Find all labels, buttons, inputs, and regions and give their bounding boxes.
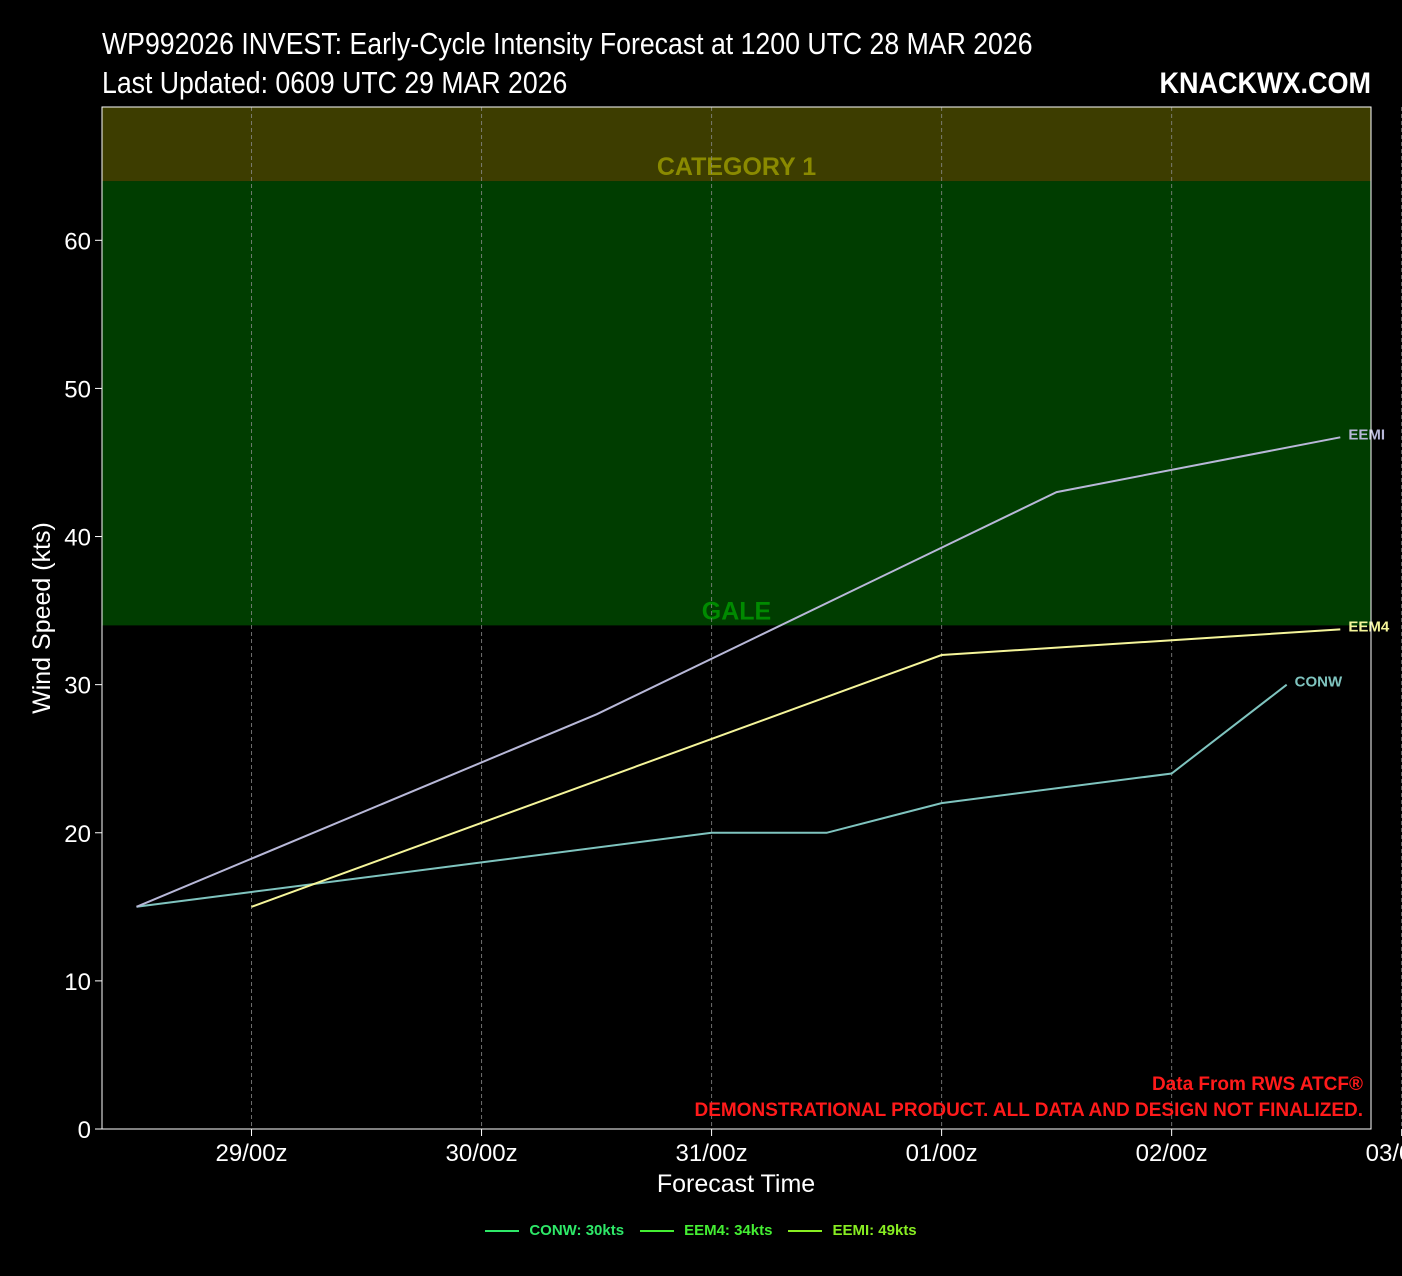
series-end-label-eemi: EEMI xyxy=(1348,426,1385,443)
band-label: GALE xyxy=(702,597,771,625)
intensity-chart: GALE CATEGORY 1 CONW EEM4 EEMI 0 10 20 30 40 50 6… xyxy=(28,106,1402,1198)
intensity-bands: GALE CATEGORY 1 xyxy=(102,107,1371,625)
series-line-eemi xyxy=(136,436,1341,908)
brand-logo-text[interactable]: KNACKWX.COM xyxy=(1159,67,1371,100)
series-line-conw xyxy=(136,683,1288,908)
y-tick-label: 20 xyxy=(64,821,91,848)
x-tick-label: 03/00z xyxy=(1366,1140,1402,1167)
x-tick-label: 30/00z xyxy=(446,1140,518,1167)
x-tick-label: 01/00z xyxy=(906,1140,978,1167)
y-tick-label: 40 xyxy=(64,525,91,552)
y-tick-label: 30 xyxy=(64,673,91,700)
legend-label: EEM4: 34kts xyxy=(684,1222,773,1239)
y-tick-label: 60 xyxy=(64,228,91,255)
source-annotation: Data From RWS ATCF® xyxy=(1152,1074,1363,1095)
band-gale xyxy=(102,181,1371,626)
y-tick-label: 50 xyxy=(64,376,91,403)
band-category-1 xyxy=(102,107,1371,182)
legend-label: EEMI: 49kts xyxy=(832,1222,917,1239)
y-tick-label: 10 xyxy=(64,969,91,996)
plot-frame xyxy=(101,106,1372,1130)
y-axis-label: Wind Speed (kts) xyxy=(28,522,56,714)
legend-swatch xyxy=(788,1229,823,1232)
legend-item: EEMI: 49kts xyxy=(788,1222,917,1239)
chart-title: WP992026 INVEST: Early-Cycle Intensity F… xyxy=(102,26,1033,61)
series-end-label-conw: CONW xyxy=(1295,674,1343,691)
legend-label: CONW: 30kts xyxy=(529,1222,625,1239)
legend-swatch xyxy=(640,1229,675,1232)
series-line-eem4 xyxy=(251,628,1341,908)
legend-item: EEM4: 34kts xyxy=(640,1222,772,1239)
series-end-labels: CONW EEM4 EEMI xyxy=(1295,426,1390,690)
x-tick-label: 31/00z xyxy=(676,1140,748,1167)
legend-item: CONW: 30kts xyxy=(485,1222,624,1239)
chart-legend: CONW: 30kts EEM4: 34kts EEMI: 49kts xyxy=(0,1222,1402,1239)
chart-subtitle: Last Updated: 0609 UTC 29 MAR 2026 xyxy=(102,65,568,100)
legend-swatch xyxy=(485,1229,520,1232)
y-tick-label: 0 xyxy=(78,1117,91,1144)
x-tick-label: 29/00z xyxy=(215,1140,287,1167)
band-label: CATEGORY 1 xyxy=(657,153,816,181)
series-end-label-eem4: EEM4 xyxy=(1348,618,1390,635)
x-axis-label: Forecast Time xyxy=(657,1170,815,1198)
disclaimer-annotation: DEMONSTRATIONAL PRODUCT. ALL DATA AND DE… xyxy=(695,1100,1364,1121)
x-tick-label: 02/00z xyxy=(1136,1140,1208,1167)
axes: 0 10 20 30 40 50 60 29/00z 30/00z 31/00z 01/00z 02/… xyxy=(64,228,1402,1167)
series-lines xyxy=(136,436,1341,908)
